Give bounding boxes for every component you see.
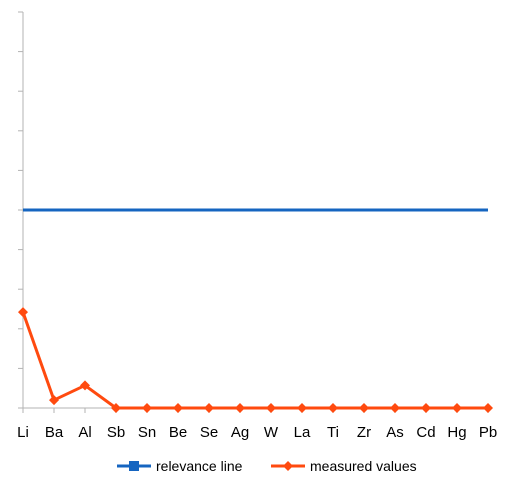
data-point <box>452 403 462 413</box>
x-tick-label: Li <box>17 424 29 441</box>
data-point <box>328 403 338 413</box>
x-tick-label: Ti <box>327 424 339 441</box>
legend-label: relevance line <box>156 458 243 474</box>
data-point <box>142 403 152 413</box>
data-point <box>173 403 183 413</box>
x-tick-label: Ag <box>231 424 249 441</box>
x-tick-label: Ba <box>45 424 64 441</box>
data-point <box>204 403 214 413</box>
data-point <box>483 403 493 413</box>
axes <box>18 11 489 413</box>
x-tick-label: Sn <box>138 424 156 441</box>
x-tick-label: Al <box>78 424 91 441</box>
legend-label: measured values <box>310 458 417 474</box>
data-point <box>18 307 28 318</box>
data-point <box>297 403 307 413</box>
legend-item-relevance-line: relevance line <box>117 458 243 474</box>
series-line <box>21 311 488 410</box>
legend-marker-square <box>129 461 139 471</box>
x-tick-label: Hg <box>447 424 466 441</box>
legend-marker-diamond <box>283 461 293 471</box>
x-tick-label: Be <box>169 424 187 441</box>
x-tick-label: Sb <box>107 424 125 441</box>
data-point <box>235 403 245 413</box>
data-point <box>266 403 276 413</box>
x-tick-label: Zr <box>357 424 371 441</box>
x-tick-label: Cd <box>416 424 435 441</box>
category-labels: Li Ba Al Sb Sn Be Se Ag W La Ti Zr As Cd Hg Pb <box>17 424 497 441</box>
data-point <box>111 403 121 413</box>
x-tick-label: Se <box>200 424 218 441</box>
data-point <box>390 403 400 413</box>
data-point <box>421 403 431 413</box>
legend: relevance line measured values <box>117 458 417 474</box>
x-tick-label: W <box>264 424 279 441</box>
x-tick-label: La <box>294 424 311 441</box>
data-point <box>359 403 369 413</box>
x-tick-label: Pb <box>479 424 497 441</box>
data-point <box>80 380 90 391</box>
legend-item-measured-values: measured values <box>271 458 417 474</box>
x-tick-label: As <box>386 424 404 441</box>
series-measured-values <box>18 307 493 413</box>
plot-area-series <box>18 208 493 413</box>
data-point <box>49 395 59 406</box>
